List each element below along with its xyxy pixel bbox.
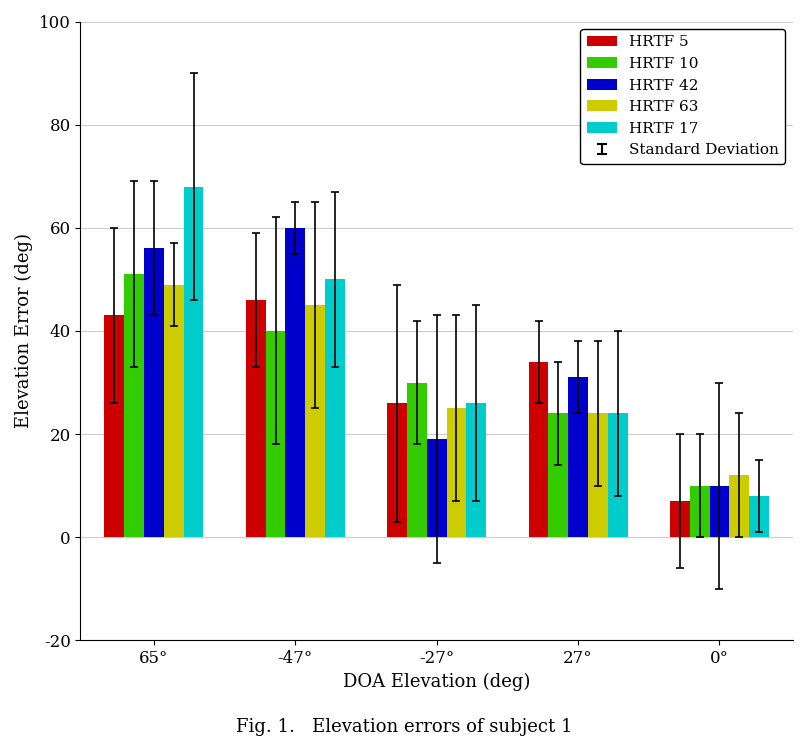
Legend: HRTF 5, HRTF 10, HRTF 42, HRTF 63, HRTF 17, Standard Deviation: HRTF 5, HRTF 10, HRTF 42, HRTF 63, HRTF … xyxy=(580,29,785,164)
Text: Fig. 1.   Elevation errors of subject 1: Fig. 1. Elevation errors of subject 1 xyxy=(236,718,572,736)
Bar xyxy=(427,439,447,537)
Bar xyxy=(588,414,608,537)
Bar xyxy=(325,279,345,537)
Bar xyxy=(104,315,124,537)
Bar xyxy=(528,362,549,537)
Bar xyxy=(709,486,730,537)
Bar xyxy=(466,403,486,537)
Bar xyxy=(246,300,266,537)
Bar xyxy=(749,496,769,537)
Bar xyxy=(285,228,305,537)
Bar xyxy=(568,377,588,537)
Bar xyxy=(164,285,183,537)
Bar xyxy=(387,403,407,537)
Bar xyxy=(183,186,204,537)
Y-axis label: Elevation Error (deg): Elevation Error (deg) xyxy=(15,234,33,429)
Bar xyxy=(407,382,427,537)
Bar xyxy=(690,486,709,537)
X-axis label: DOA Elevation (deg): DOA Elevation (deg) xyxy=(343,673,530,691)
Bar xyxy=(670,501,690,537)
Bar xyxy=(124,274,144,537)
Bar xyxy=(608,414,628,537)
Bar xyxy=(266,331,285,537)
Bar xyxy=(549,414,568,537)
Bar xyxy=(305,305,325,537)
Bar xyxy=(447,409,466,537)
Bar xyxy=(144,249,164,537)
Bar xyxy=(730,475,749,537)
